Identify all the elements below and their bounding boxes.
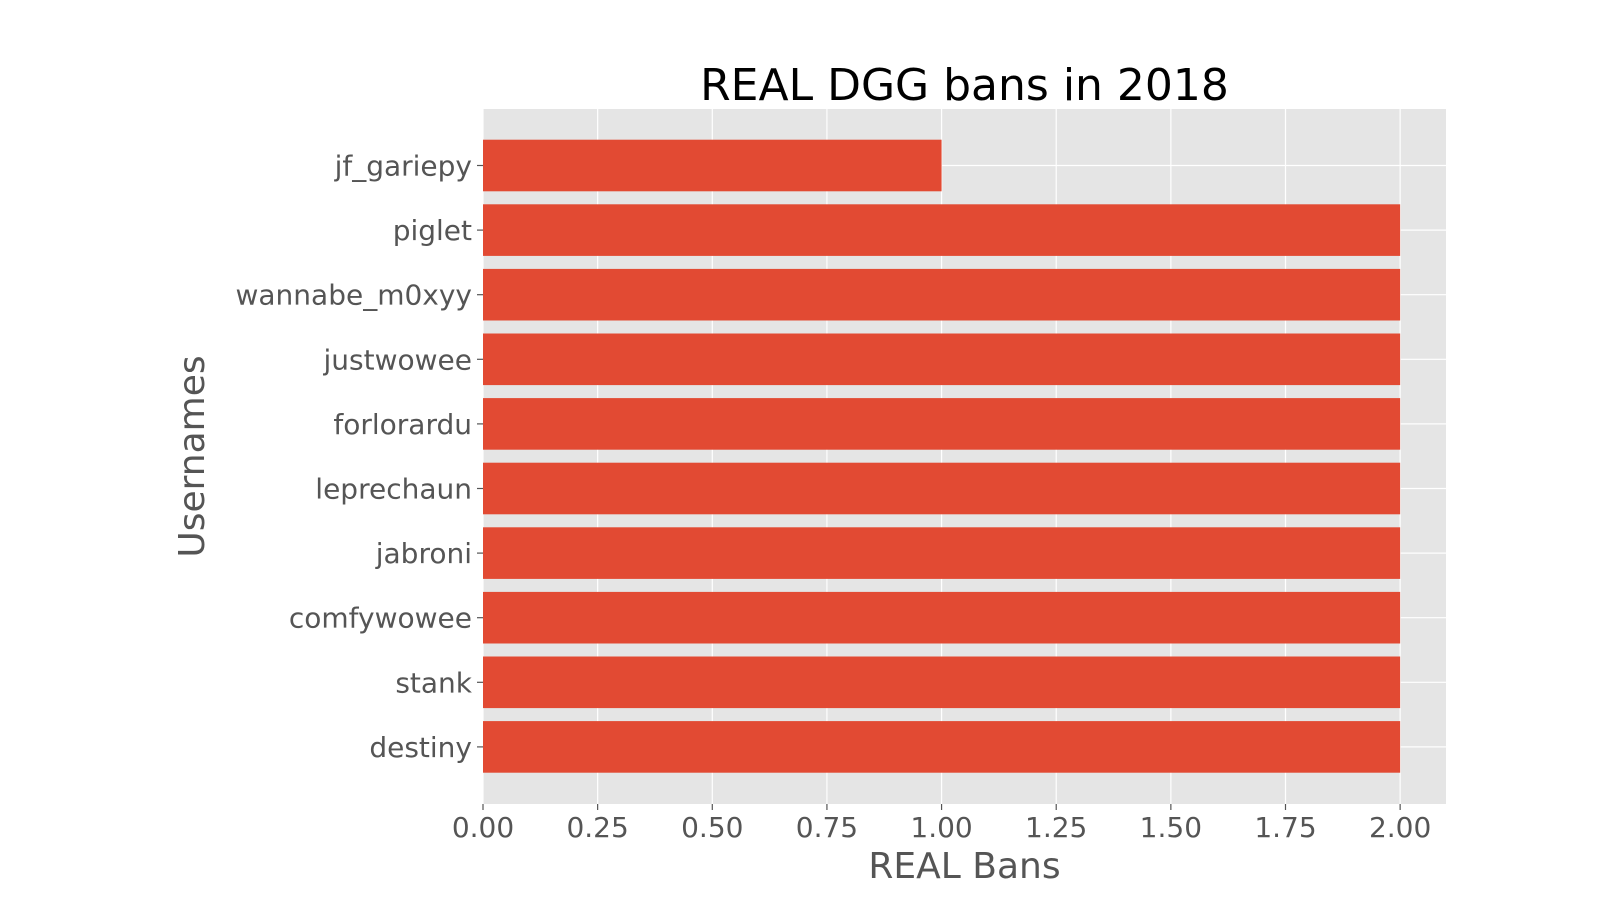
bar-jabroni [483,527,1401,579]
y-tick-label: wannabe_m0xyy [235,279,472,312]
x-tick-label: 1.75 [1254,811,1316,844]
x-tick-label: 2.00 [1369,811,1431,844]
y-tick-label: comfywowee [289,602,472,635]
y-tick-label: forlorardu [333,408,472,441]
bar-justwowee [483,333,1401,386]
bar-piglet [483,204,1401,256]
x-tick-label: 1.50 [1140,811,1202,844]
y-tick-label: destiny [369,731,472,764]
x-tick-label: 1.25 [1025,811,1087,844]
x-tick-label: 0.75 [796,811,858,844]
bar-forlorardu [483,398,1401,450]
y-tick-label: jf_gariepy [334,150,472,183]
bar-stank [483,656,1401,709]
x-tick-label: 1.00 [910,811,972,844]
bars [483,139,1401,773]
y-tick-label: leprechaun [315,473,472,506]
y-tick-label: piglet [393,214,472,247]
bar-destiny [483,721,1401,773]
bar-wannabe-m0xyy [483,268,1401,321]
x-axis-label: REAL Bans [868,846,1060,887]
x-tick-label: 0.00 [452,811,514,844]
bar-leprechaun [483,462,1401,515]
y-tick-label: justwowee [323,343,472,376]
bar-comfywowee [483,591,1401,644]
x-tick-label: 0.25 [566,811,628,844]
y-axis-label: Usernames [172,355,213,557]
y-tick-label: jabroni [375,537,472,570]
y-tick-label: stank [395,666,472,699]
x-tick-label: 0.50 [681,811,743,844]
bar-jf-gariepy [483,139,942,192]
chart-title: REAL DGG bans in 2018 [700,60,1229,111]
x-axis-ticks: 0.00 0.25 0.50 0.75 1.00 1.25 1.50 1.75 2.00 [452,804,1431,844]
